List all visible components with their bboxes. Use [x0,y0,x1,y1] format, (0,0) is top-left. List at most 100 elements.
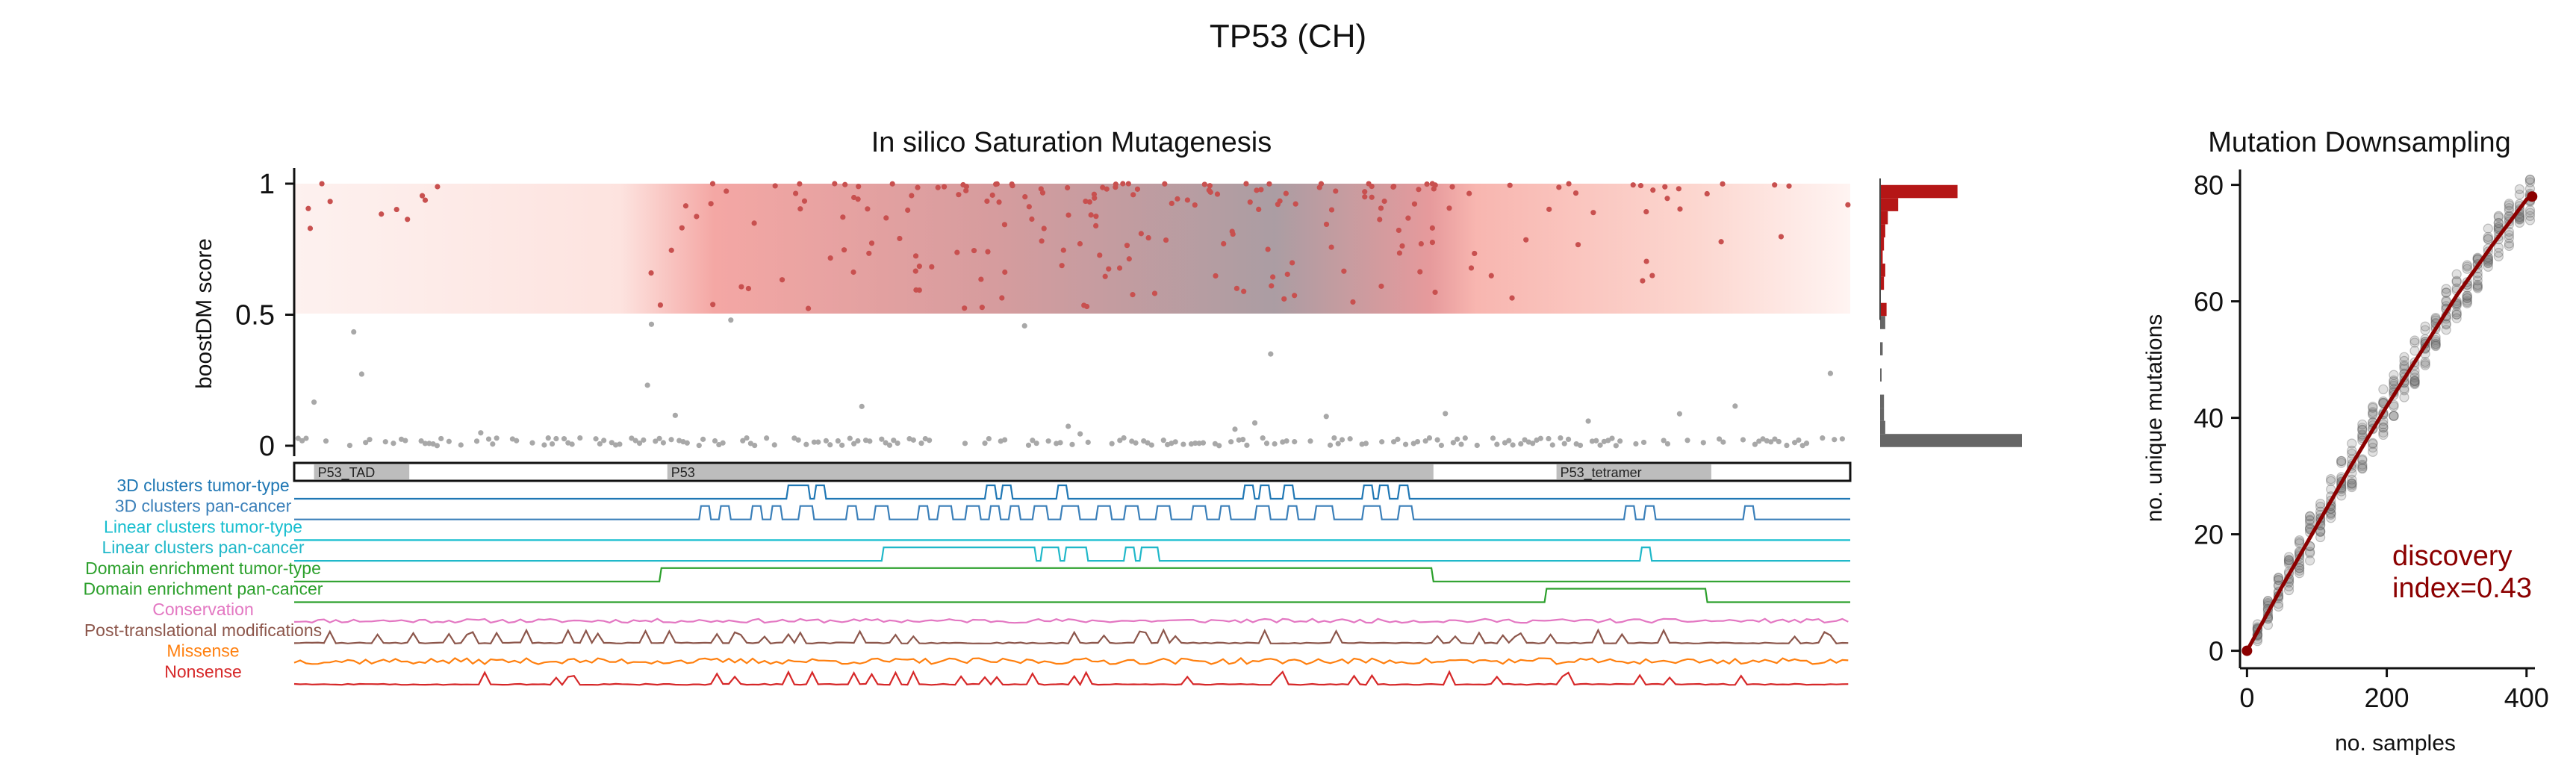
downsample-point [2462,297,2472,308]
driver-point [956,192,962,198]
passenger-point [1577,442,1584,449]
downsample-point [2273,575,2284,585]
driver-point [1163,237,1169,243]
track-line [294,484,1850,500]
downsample-point [2399,355,2409,366]
driver-point [1097,252,1103,258]
driver-point [1206,187,1212,193]
passenger-point [823,438,829,444]
passenger-point [1716,436,1723,442]
driver-point [1270,274,1276,280]
driver-point [1151,290,1158,296]
downsample-point [2368,438,2378,448]
driver-point [1001,222,1008,228]
passenger-point [1045,438,1051,444]
downsample-point [2389,401,2399,411]
passenger-point [541,442,547,448]
driver-point [1277,198,1283,204]
driver-point [1546,206,1552,212]
downsample-point [2326,513,2336,523]
downsample-point [2357,461,2368,472]
downsampling-ytick-label: 40 [2194,403,2224,434]
track-label: Linear clusters tumor-type [104,517,302,536]
driver-point [963,187,969,193]
downsample-point [2315,498,2326,509]
downsample-point [2357,425,2368,435]
track-label: 3D clusters pan-cancer [115,497,292,516]
passenger-point [1549,442,1555,448]
downsample-point [2368,407,2378,417]
passenger-point [367,437,373,443]
downsample-point [2347,479,2357,489]
passenger-point [299,438,305,444]
downsample-point [2389,375,2399,386]
passenger-point [656,435,662,441]
feature-tracks: 3D clusters tumor-type 3D clusters pan-ca… [84,476,1850,687]
downsample-point [2368,438,2378,449]
downsample-point [2483,256,2493,267]
downsample-point [2357,419,2368,430]
driver-point [738,284,744,290]
downsample-point [2399,361,2409,372]
passenger-point [1510,442,1516,448]
track-line [294,505,1850,520]
driver-point [1341,268,1347,274]
driver-point [905,207,911,214]
driver-point [797,206,803,212]
passenger-point [363,440,369,446]
downsample-point [2368,401,2378,412]
driver-point [1362,194,1368,200]
downsample-point [2514,213,2525,223]
driver-point [1662,184,1668,190]
driver-point [1509,295,1515,301]
driver-point [1292,293,1298,299]
downsample-point [2472,281,2483,291]
driver-point [915,184,921,190]
score-histogram [1879,178,2022,447]
driver-point [1432,289,1438,296]
driver-point [855,196,861,202]
passenger-point [1192,440,1198,446]
downsample-point [2493,212,2504,222]
histogram-bar-passenger [1880,394,1885,408]
downsample-point [2347,482,2357,493]
passenger-point [1402,441,1409,447]
passenger-point [1791,440,1798,446]
driver-point [912,253,919,259]
downsample-point [2368,408,2378,419]
passenger-point [1605,438,1611,444]
downsample-point [2493,218,2504,228]
downsample-point [2294,538,2305,549]
downsample-point [2451,309,2462,320]
driver-point [1138,231,1144,237]
downsampling-axes: 0 20 40 60 80 0 200 400 [2194,169,2549,713]
downsample-point [2368,446,2378,457]
passenger-point [311,399,317,405]
histogram-bar-driver [1880,276,1885,290]
driver-point [1124,243,1130,249]
downsample-point [2283,557,2295,567]
passenger-point [426,441,432,446]
passenger-point [1426,435,1433,441]
driver-point [379,211,385,217]
passenger-point [1069,441,1075,447]
passenger-point [696,443,702,449]
driver-point [996,199,1002,205]
passenger-point [1065,423,1071,429]
passenger-point [438,435,444,442]
driver-point [935,184,941,190]
passenger-point [648,321,655,327]
driver-point [1233,285,1239,291]
driver-point [724,188,729,194]
histogram-bar-driver [1880,302,1887,317]
downsample-point [2483,258,2493,268]
driver-point [709,181,716,187]
track-label: Domain enrichment tumor-type [85,558,321,578]
downsample-point [2305,548,2315,558]
driver-point [1113,181,1119,187]
driver-point [889,181,895,187]
driver-point [405,217,411,222]
passenger-point [1443,411,1449,417]
downsample-point [2462,298,2472,308]
passenger-point [1799,443,1805,449]
